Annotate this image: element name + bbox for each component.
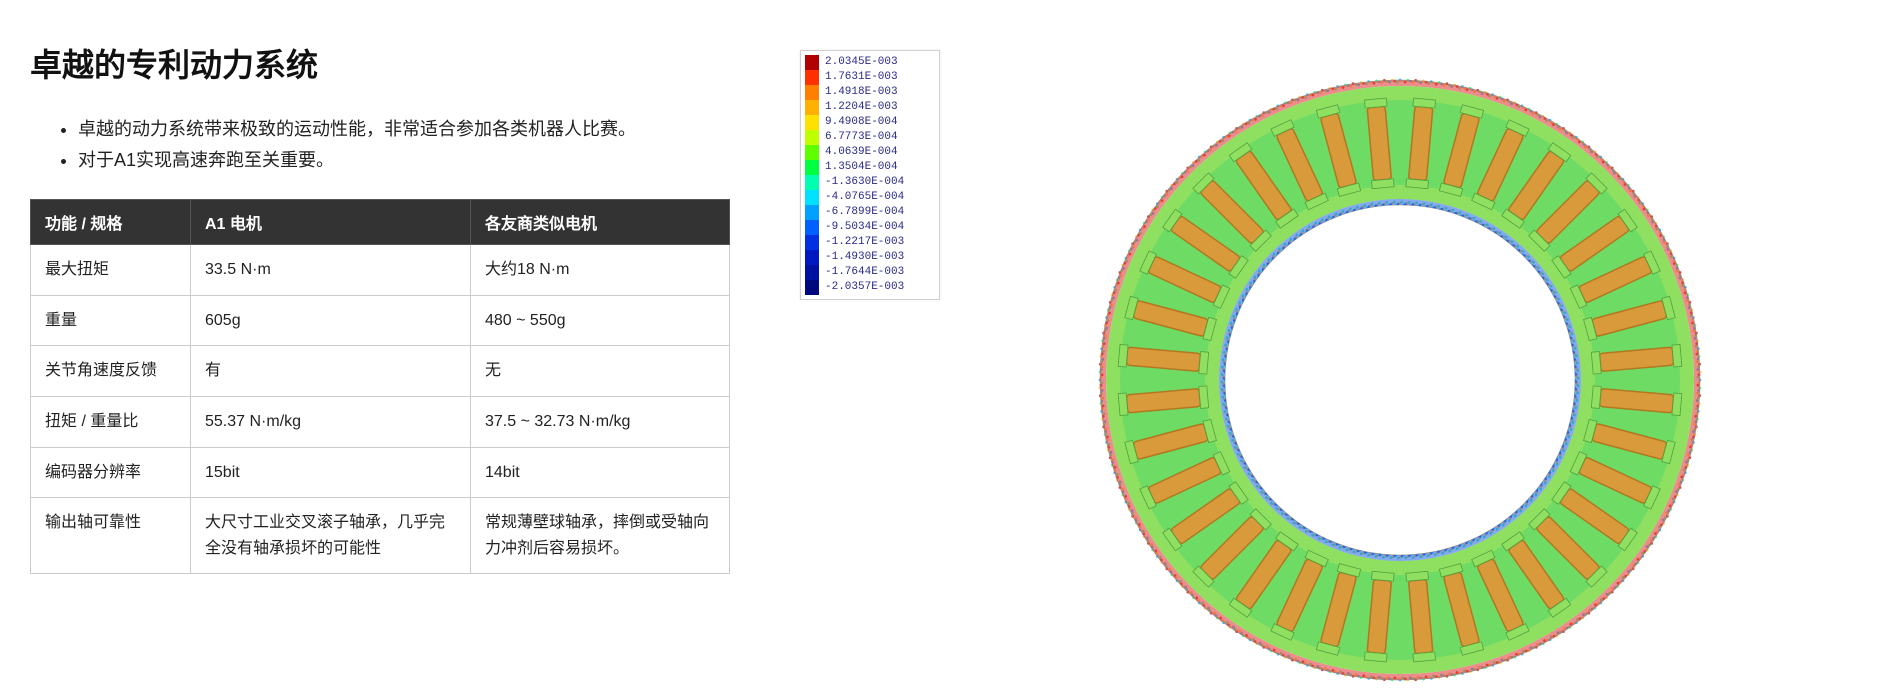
legend-row: 1.4918E-003 (805, 85, 935, 100)
legend-row: -1.4930E-003 (805, 250, 935, 265)
bullet-item: 卓越的动力系统带来极致的运动性能，非常适合参加各类机器人比赛。 (78, 114, 730, 145)
legend-swatch (805, 250, 819, 265)
table-cell: 480 ~ 550g (471, 295, 730, 346)
table-cell: 最大扭矩 (31, 245, 191, 296)
table-cell: 扭矩 / 重量比 (31, 396, 191, 447)
legend-swatch (805, 265, 819, 280)
table-row: 编码器分辨率15bit14bit (31, 447, 730, 498)
table-cell: 常规薄壁球轴承，摔倒或受轴向力冲剂后容易损坏。 (471, 498, 730, 574)
legend-swatch (805, 220, 819, 235)
legend-row: -6.7899E-004 (805, 205, 935, 220)
table-cell: 37.5 ~ 32.73 N·m/kg (471, 396, 730, 447)
legend-value: -1.4930E-003 (825, 250, 904, 265)
page-title: 卓越的专利动力系统 (30, 40, 730, 86)
table-row: 输出轴可靠性大尺寸工业交叉滚子轴承，几乎完全没有轴承损坏的可能性常规薄壁球轴承，… (31, 498, 730, 574)
table-row: 重量605g480 ~ 550g (31, 295, 730, 346)
motor-fea-diagram (1090, 70, 1710, 690)
col-header: 各友商类似电机 (471, 200, 730, 245)
table-cell: 55.37 N·m/kg (191, 396, 471, 447)
legend-value: 2.0345E-003 (825, 55, 898, 70)
simulation-figure: 2.0345E-0031.7631E-0031.4918E-0031.2204E… (770, 40, 1840, 648)
table-cell: 大尺寸工业交叉滚子轴承，几乎完全没有轴承损坏的可能性 (191, 498, 471, 574)
legend-value: -6.7899E-004 (825, 205, 904, 220)
legend-swatch (805, 70, 819, 85)
table-cell: 大约18 N·m (471, 245, 730, 296)
legend-swatch (805, 235, 819, 250)
table-cell: 33.5 N·m (191, 245, 471, 296)
table-cell: 重量 (31, 295, 191, 346)
legend-swatch (805, 55, 819, 70)
legend-swatch (805, 190, 819, 205)
table-cell: 无 (471, 346, 730, 397)
legend-row: 9.4908E-004 (805, 115, 935, 130)
legend-row: 1.3504E-004 (805, 160, 935, 175)
table-cell: 关节角速度反馈 (31, 346, 191, 397)
table-cell: 605g (191, 295, 471, 346)
legend-swatch (805, 160, 819, 175)
col-header: 功能 / 规格 (31, 200, 191, 245)
bullet-list: 卓越的动力系统带来极致的运动性能，非常适合参加各类机器人比赛。 对于A1实现高速… (30, 114, 730, 175)
spec-table: 功能 / 规格 A1 电机 各友商类似电机 最大扭矩33.5 N·m大约18 N… (30, 199, 730, 574)
legend-swatch (805, 115, 819, 130)
table-cell: 15bit (191, 447, 471, 498)
table-cell: 14bit (471, 447, 730, 498)
legend-row: -1.7644E-003 (805, 265, 935, 280)
legend-row: -9.5034E-004 (805, 220, 935, 235)
legend-value: -2.0357E-003 (825, 280, 904, 295)
legend-row: -1.3630E-004 (805, 175, 935, 190)
table-row: 最大扭矩33.5 N·m大约18 N·m (31, 245, 730, 296)
legend-value: -9.5034E-004 (825, 220, 904, 235)
legend-row: 4.0639E-004 (805, 145, 935, 160)
legend-value: 6.7773E-004 (825, 130, 898, 145)
legend-swatch (805, 130, 819, 145)
legend-value: 4.0639E-004 (825, 145, 898, 160)
legend-value: 1.3504E-004 (825, 160, 898, 175)
legend-swatch (805, 280, 819, 295)
legend-value: 1.4918E-003 (825, 85, 898, 100)
legend-swatch (805, 205, 819, 220)
legend-swatch (805, 100, 819, 115)
legend-row: 2.0345E-003 (805, 55, 935, 70)
table-cell: 输出轴可靠性 (31, 498, 191, 574)
legend-value: -1.3630E-004 (825, 175, 904, 190)
table-row: 扭矩 / 重量比55.37 N·m/kg37.5 ~ 32.73 N·m/kg (31, 396, 730, 447)
col-header: A1 电机 (191, 200, 471, 245)
table-cell: 编码器分辨率 (31, 447, 191, 498)
legend-swatch (805, 145, 819, 160)
legend-value: 1.2204E-003 (825, 100, 898, 115)
legend-value: -4.0765E-004 (825, 190, 904, 205)
legend-row: -2.0357E-003 (805, 280, 935, 295)
bullet-item: 对于A1实现高速奔跑至关重要。 (78, 145, 730, 176)
color-legend: 2.0345E-0031.7631E-0031.4918E-0031.2204E… (800, 50, 940, 300)
legend-value: 1.7631E-003 (825, 70, 898, 85)
legend-value: -1.2217E-003 (825, 235, 904, 250)
legend-row: 1.7631E-003 (805, 70, 935, 85)
legend-value: -1.7644E-003 (825, 265, 904, 280)
legend-swatch (805, 175, 819, 190)
legend-row: -4.0765E-004 (805, 190, 935, 205)
legend-row: 1.2204E-003 (805, 100, 935, 115)
table-row: 关节角速度反馈有无 (31, 346, 730, 397)
legend-value: 9.4908E-004 (825, 115, 898, 130)
legend-row: 6.7773E-004 (805, 130, 935, 145)
legend-row: -1.2217E-003 (805, 235, 935, 250)
legend-swatch (805, 85, 819, 100)
table-cell: 有 (191, 346, 471, 397)
